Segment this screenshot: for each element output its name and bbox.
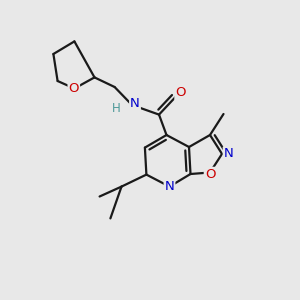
Text: N: N: [130, 97, 140, 110]
Text: N: N: [165, 180, 174, 193]
Text: O: O: [175, 86, 186, 100]
Text: O: O: [68, 82, 79, 95]
Text: N: N: [224, 147, 233, 161]
Text: O: O: [205, 168, 215, 181]
Text: H: H: [112, 102, 121, 115]
